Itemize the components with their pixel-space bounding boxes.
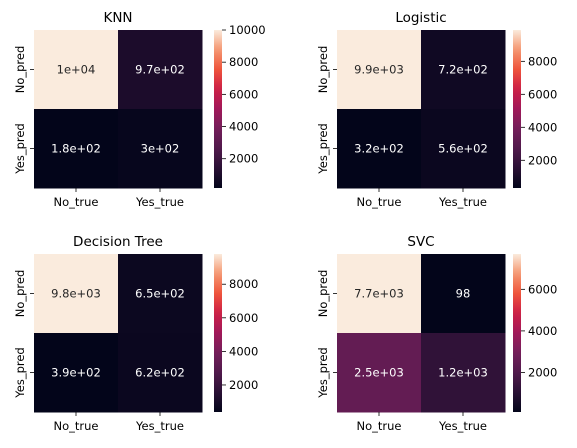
heatmap-cell [337, 333, 422, 413]
colorbar-tick-label: 2000 [229, 152, 258, 166]
heatmap-panel: KNN 1e+04 9.7e+02 1.8e+02 3e+02 No_true Yes_tr… [13, 10, 266, 209]
chart-title: KNN [103, 10, 132, 26]
cell-value-label: 9.7e+02 [135, 63, 185, 77]
heatmap-panel: SVC 7.7e+03 98 2.5e+03 1.2e+03 No_true Yes_tru… [316, 234, 557, 433]
colorbar-tick-label: 4000 [229, 344, 258, 358]
heatmap-cell [337, 30, 422, 110]
y-tick-label: Yes_pred [13, 347, 27, 398]
x-tick-label: No_true [54, 419, 99, 433]
cell-value-label: 1.8e+02 [51, 142, 101, 156]
cell-value-label: 7.7e+03 [354, 287, 404, 301]
heatmap-cell [34, 109, 119, 189]
colorbar [513, 30, 521, 188]
heatmap-cell [118, 30, 203, 110]
y-tick-label: No_pred [316, 270, 330, 318]
cell-value-label: 2.5e+03 [354, 366, 404, 380]
heatmap-cell [34, 333, 119, 413]
colorbar [513, 254, 521, 412]
y-tick-label: No_pred [13, 46, 27, 94]
chart-title: Decision Tree [73, 234, 163, 250]
colorbar-tick-label: 6000 [528, 282, 557, 296]
colorbar-tick-label: 2000 [528, 365, 557, 379]
heatmap-panel: Decision Tree 9.8e+03 6.5e+02 3.9e+02 6.2e+0… [13, 234, 258, 433]
colorbar-tick-label: 8000 [229, 55, 258, 69]
x-tick-label: Yes_true [438, 419, 487, 433]
heatmap-cell [337, 254, 422, 334]
chart-title: SVC [407, 234, 434, 250]
heatmap-cell [421, 254, 506, 334]
cell-value-label: 9.8e+03 [51, 287, 101, 301]
colorbar [214, 30, 222, 188]
y-tick-label: Yes_pred [13, 123, 27, 174]
cell-value-label: 1e+04 [57, 63, 96, 77]
colorbar-tick-label: 4000 [229, 120, 258, 134]
y-tick-label: No_pred [316, 46, 330, 94]
cell-value-label: 5.6e+02 [438, 142, 488, 156]
colorbar-tick-label: 6000 [528, 87, 557, 101]
cell-value-label: 9.9e+03 [354, 63, 404, 77]
heatmap-cell [337, 109, 422, 189]
chart-title: Logistic [395, 10, 446, 26]
x-tick-label: Yes_true [438, 195, 487, 209]
heatmap-cell [421, 109, 506, 189]
colorbar-tick-label: 6000 [229, 311, 258, 325]
cell-value-label: 6.2e+02 [135, 366, 185, 380]
colorbar-tick-label: 8000 [229, 277, 258, 291]
heatmap-cell [118, 109, 203, 189]
x-tick-label: No_true [54, 195, 99, 209]
heatmap-cell [34, 30, 119, 110]
y-tick-label: No_pred [13, 270, 27, 318]
colorbar-tick-label: 8000 [528, 54, 557, 68]
colorbar-tick-label: 10000 [229, 23, 266, 37]
colorbar [214, 254, 222, 412]
x-tick-label: No_true [357, 419, 402, 433]
x-tick-label: No_true [357, 195, 402, 209]
x-tick-label: Yes_true [135, 419, 184, 433]
cell-value-label: 3.9e+02 [51, 366, 101, 380]
colorbar-tick-label: 2000 [229, 378, 258, 392]
colorbar-tick-label: 2000 [528, 153, 557, 167]
heatmap-cell [34, 254, 119, 334]
heatmap-cell [421, 30, 506, 110]
cell-value-label: 6.5e+02 [135, 287, 185, 301]
heatmap-cell [118, 254, 203, 334]
cell-value-label: 3e+02 [141, 142, 180, 156]
cell-value-label: 98 [456, 287, 471, 301]
heatmap-cell [421, 333, 506, 413]
heatmap-cell [118, 333, 203, 413]
x-tick-label: Yes_true [135, 195, 184, 209]
colorbar-tick-label: 6000 [229, 87, 258, 101]
heatmap-panel: Logistic 9.9e+03 7.2e+02 3.2e+02 5.6e+02 No_t… [316, 10, 557, 209]
colorbar-tick-label: 4000 [528, 324, 557, 338]
cell-value-label: 3.2e+02 [354, 142, 404, 156]
y-tick-label: Yes_pred [316, 123, 330, 174]
cell-value-label: 1.2e+03 [438, 366, 488, 380]
colorbar-tick-label: 4000 [528, 120, 557, 134]
y-tick-label: Yes_pred [316, 347, 330, 398]
cell-value-label: 7.2e+02 [438, 63, 488, 77]
